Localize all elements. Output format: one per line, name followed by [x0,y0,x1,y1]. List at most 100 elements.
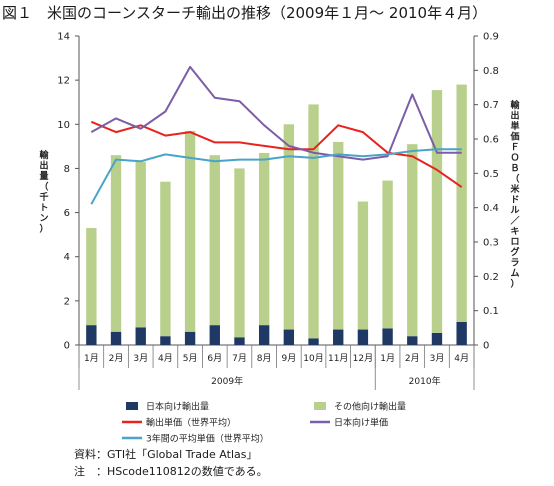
bar [110,331,122,345]
axis-label-char: ド [510,195,519,206]
bar [407,144,418,337]
bar [382,328,393,345]
bar [333,329,344,345]
y-axis-title: 輸出量（千トン） [39,149,49,235]
bar [184,331,196,345]
axis-label-char: ン [39,213,48,224]
y2-tick-label: 0.1 [483,306,499,317]
axis-label-char: グ [510,246,519,258]
bar [456,321,467,345]
bar [308,104,319,339]
bar [283,329,295,345]
source-note: 資料：GTI社「Global Trade Atlas」 [74,448,258,461]
y-tick-label: 2 [64,296,70,307]
y2-tick-label: 0.3 [483,238,499,249]
axis-label-char: 価 [509,131,519,143]
year-label: 2010年 [409,375,441,387]
bar [258,152,270,326]
series-line [90,120,463,188]
bar [382,180,393,329]
axis-labels: 1月 2月 3月 4月 5月 6月 7月 8月 9月 10月 11月 12月 1月 2月 3月 4月 2009年… [39,99,520,387]
bar [407,336,418,345]
axis-label-char: ラ [510,258,519,269]
y2-tick-label: 0.5 [483,169,499,180]
x-tick-label: 2月 [109,353,124,364]
y-tick-label: 10 [57,120,70,131]
y-tick-label: 6 [64,208,70,219]
bar [209,155,220,326]
bar [357,329,369,345]
axis-label-char: ム [510,268,519,279]
y2-tick-label: 0.7 [483,100,499,111]
figure-title: 図１ 米国のコーンスターチ輸出の推移（2009年１月～ 2010年４月） [2,4,488,22]
x-tick-label: 4月 [158,353,173,364]
bar [258,325,270,345]
x-tick-label: 12月 [353,353,373,364]
bar [431,332,443,345]
bar [283,124,295,330]
axis-label-char: ロ [510,238,519,248]
axis-label-char: （ [510,174,519,185]
notes: 資料：GTI社「Global Trade Atlas」 注 ：HScode110… [74,446,268,480]
legend-label: 3年間の平均単価（世界平均） [146,433,269,445]
x-tick-label: 11月 [328,353,348,364]
bar [456,84,467,322]
axis-label-char: ト [39,203,48,214]
axis-label-char: Ｆ [510,142,519,153]
axis-label-char: ） [39,224,48,235]
y2-tick-label: 0.6 [483,135,499,146]
x-tick-label: 6月 [207,353,222,364]
lines [90,65,463,205]
bar [110,155,122,332]
y-tick-label: 0 [64,341,70,352]
bar [209,325,220,345]
bar [308,338,319,345]
x-tick-label: 7月 [232,353,247,364]
bar [234,337,245,345]
axis-label-char: 米 [509,183,520,195]
x-tick-label: 8月 [257,353,272,364]
y-tick-label: 4 [64,252,70,263]
x-tick-label: 1月 [380,353,395,364]
axis-label-char: 単 [510,120,519,132]
axis-label-char: 出 [510,110,519,122]
x-tick-label: 9月 [281,353,296,364]
legend-label: 日本向け輸出量 [146,401,209,413]
axis-label-char: 輸 [510,99,520,111]
axis-label-char: ） [510,279,519,290]
legend-label: 日本向け単価 [334,417,388,429]
bars [86,84,467,345]
bar [184,130,196,332]
x-tick-label: 3月 [430,353,445,364]
y-tick-label: 8 [64,164,70,175]
x-tick-label: 5月 [183,353,198,364]
bar [357,201,369,330]
legend-label: その他向け輸出量 [334,401,406,413]
x-tick-label: 2月 [405,353,420,364]
bar [160,336,171,345]
y2-tick-label: 0.2 [483,272,499,283]
axis-label-char: 千 [39,191,48,203]
axis-label-char: キ [510,226,519,237]
y-tick-label: 14 [57,32,70,43]
x-tick-label: 1月 [84,353,99,364]
series-line [90,148,462,205]
y2-tick-label: 0.8 [483,66,499,77]
axis-label-char: 出 [39,160,48,172]
legend-swatch [314,402,326,410]
y2-tick-label: 0.9 [483,32,499,43]
footnote: 注 ：HScode110812の数値である。 [74,465,268,478]
axis-label-char: ／ [510,216,519,227]
axis-label-char: Ｂ [510,163,519,174]
year-label: 2009年 [211,375,243,387]
bar [160,181,171,337]
y2-tick-label: 0.4 [483,203,499,214]
x-tick-label: 10月 [303,353,323,364]
bar [86,325,97,345]
x-tick-label: 4月 [454,353,469,364]
bar [86,228,97,326]
axis-label-char: 量 [39,170,48,182]
bar [234,168,245,338]
